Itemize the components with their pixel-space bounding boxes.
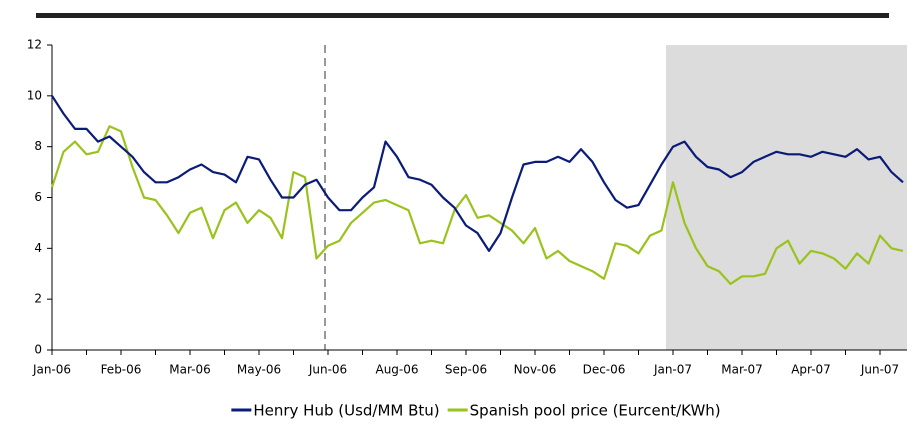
x-tick-label: Jan-07 (653, 363, 692, 377)
x-tick-label: Mar-06 (169, 363, 210, 377)
series-line (51, 95, 904, 252)
x-tick-label: May-06 (237, 363, 281, 377)
legend-label: Henry Hub (Usd/MM Btu) (253, 402, 439, 420)
x-tick-label: Jan-06 (32, 363, 71, 377)
y-tick-label: 0 (34, 343, 42, 357)
x-tick-label: Sep-06 (445, 363, 487, 377)
y-tick-label: 10 (27, 88, 42, 102)
y-tick-label: 12 (27, 38, 42, 52)
x-tick-label: Mar-07 (721, 363, 762, 377)
y-tick-label: 4 (34, 241, 42, 255)
x-tick-label: Nov-06 (514, 363, 557, 377)
x-tick-label: Aug-06 (375, 363, 418, 377)
forecast-shade (666, 45, 907, 350)
x-tick-label: Feb-06 (101, 363, 142, 377)
y-tick-label: 6 (34, 190, 42, 204)
series-line (50, 125, 904, 285)
y-tick-label: 8 (34, 139, 42, 153)
legend-label: Spanish pool price (Eurcent/KWh) (470, 402, 721, 420)
header-rule (36, 13, 889, 18)
x-tick-label: Apr-07 (791, 363, 831, 377)
legend: Henry Hub (Usd/MM Btu) Spanish pool price… (231, 402, 721, 420)
x-tick-label: Jun-06 (308, 363, 347, 377)
y-tick-label: 2 (34, 292, 42, 306)
x-tick-label: Dec-06 (583, 363, 626, 377)
x-tick-label: Jun-07 (860, 363, 899, 377)
